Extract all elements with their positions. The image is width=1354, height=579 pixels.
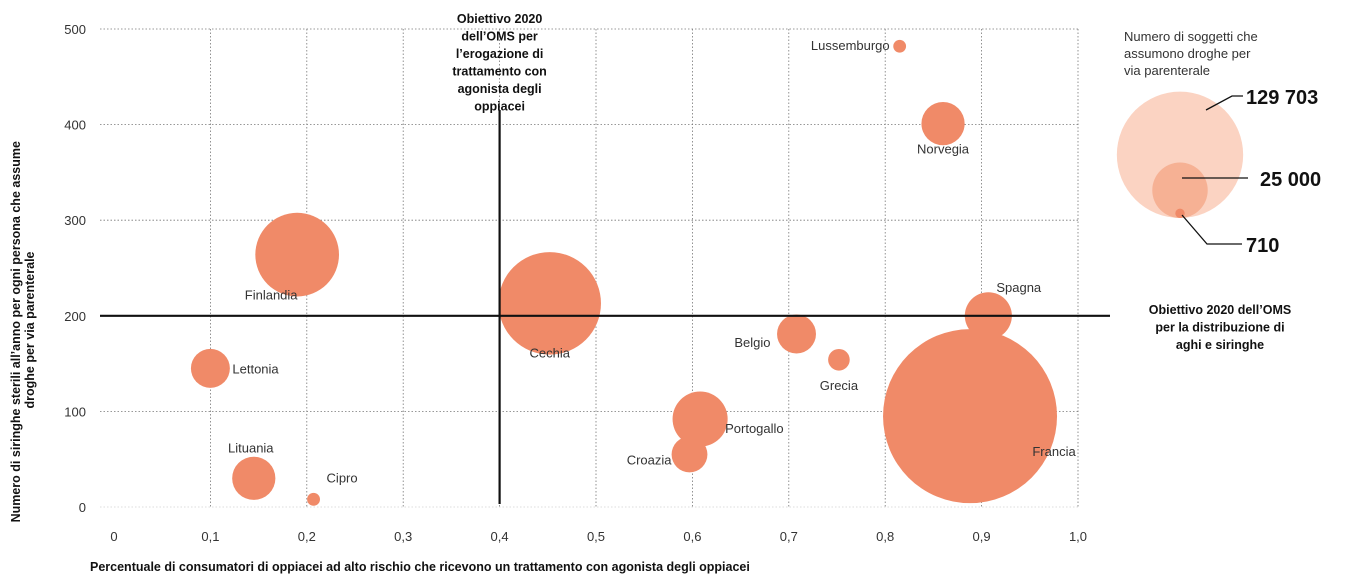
size-legend-value: 710 — [1246, 235, 1279, 257]
x-tick-label: 0,9 — [973, 529, 991, 544]
y-tick-label: 500 — [64, 22, 86, 37]
size-legend-leader — [1205, 95, 1243, 111]
horizontal-reference-label: Obiettivo 2020 dell’OMS per la distribuzi… — [1149, 303, 1291, 352]
size-legend-title-line: Numero di soggetti che — [1124, 29, 1258, 44]
point-label-lettonia: Lettonia — [232, 361, 279, 376]
x-tick-label: 0 — [110, 529, 117, 544]
y-tick-label: 100 — [64, 404, 86, 419]
point-label-grecia: Grecia — [820, 378, 859, 393]
bubbles — [190, 39, 1058, 506]
axis-ticks: 0 0,1 0,2 0,3 0,4 0,5 0,6 0,7 0,8 0,9 1,0 0 100 200 30… — [64, 22, 1087, 544]
bubble-francia — [883, 329, 1058, 504]
point-label-croazia: Croazia — [627, 452, 673, 467]
point-label-lituania: Lituania — [228, 440, 274, 455]
reference-lines — [100, 110, 1110, 504]
y-axis-label-line-2: droghe per via parenterale — [23, 251, 37, 408]
x-tick-label: 0,3 — [394, 529, 412, 544]
x-tick-label: 0,7 — [780, 529, 798, 544]
x-tick-label: 0,1 — [201, 529, 219, 544]
bubble-lituania — [232, 456, 276, 500]
size-legend-title-line: assumono droghe per — [1124, 46, 1251, 61]
size-legend-title-line: via parenterale — [1124, 63, 1210, 78]
point-label-cechia: Cechia — [529, 345, 570, 360]
point-label-lussemburgo: Lussemburgo — [811, 38, 890, 53]
x-tick-label: 0,6 — [683, 529, 701, 544]
vertical-reference-label: Obiettivo 2020 dell’OMS per l’erogazione d… — [452, 12, 546, 114]
reference-label-line: per la distribuzione di — [1155, 321, 1284, 335]
bubble-norvegia — [921, 102, 965, 146]
x-tick-label: 1,0 — [1069, 529, 1087, 544]
reference-label-line: Obiettivo 2020 — [457, 12, 542, 26]
reference-label-line: aghi e siringhe — [1176, 338, 1264, 352]
point-label-francia: Francia — [1032, 444, 1076, 459]
y-tick-label: 300 — [64, 213, 86, 228]
bubble-cechia — [498, 252, 601, 355]
point-label-spagna: Spagna — [996, 280, 1042, 295]
x-axis-label: Percentuale di consumatori di oppiacei a… — [90, 560, 750, 574]
bubble-croazia — [671, 436, 708, 473]
y-tick-label: 200 — [64, 309, 86, 324]
x-tick-label: 0,2 — [298, 529, 316, 544]
x-tick-label: 0,4 — [491, 529, 509, 544]
x-tick-label: 0,5 — [587, 529, 605, 544]
size-legend-value: 129 703 — [1246, 87, 1318, 109]
y-axis-label-line-1: Numero di siringhe sterili all’anno per … — [9, 141, 23, 522]
point-label-cipro: Cipro — [327, 470, 358, 485]
bubble-lettonia — [190, 348, 230, 388]
y-axis-label: Numero di siringhe sterili all’anno per … — [9, 138, 37, 523]
bubble-finlandia — [255, 212, 340, 297]
size-legend-circle — [1116, 91, 1244, 218]
point-label-belgio: Belgio — [734, 335, 770, 350]
reference-label-line: trattamento con — [452, 65, 546, 79]
reference-label-line: agonista degli — [458, 82, 542, 96]
reference-label-line: l’erogazione di — [456, 47, 544, 61]
point-label-portogallo: Portogallo — [725, 421, 784, 436]
size-legend-title: Numero di soggetti che assumono droghe pe… — [1124, 29, 1258, 78]
bubble-cipro — [307, 492, 320, 506]
x-tick-label: 0,8 — [876, 529, 894, 544]
bubble-grecia — [828, 348, 850, 371]
point-label-finlandia: Finlandia — [245, 288, 299, 303]
reference-label-line: Obiettivo 2020 dell’OMS — [1149, 303, 1291, 317]
size-legend-circle — [1152, 162, 1208, 219]
y-tick-label: 400 — [64, 118, 86, 133]
y-tick-label: 0 — [79, 500, 86, 515]
size-legend-leader — [1181, 214, 1242, 245]
bubble-lussemburgo — [893, 39, 907, 53]
reference-label-line: dell’OMS per — [461, 30, 538, 44]
bubble-portogallo — [672, 391, 728, 447]
point-labels: Lussemburgo Norvegia Finlandia Spagna Cechia… — [228, 38, 1076, 485]
point-label-norvegia: Norvegia — [917, 142, 970, 157]
reference-label-line: oppiacei — [474, 100, 525, 114]
size-legend: Numero di soggetti che assumono droghe pe… — [1116, 29, 1321, 257]
size-legend-value: 25 000 — [1260, 169, 1321, 191]
bubble-belgio — [777, 314, 816, 354]
